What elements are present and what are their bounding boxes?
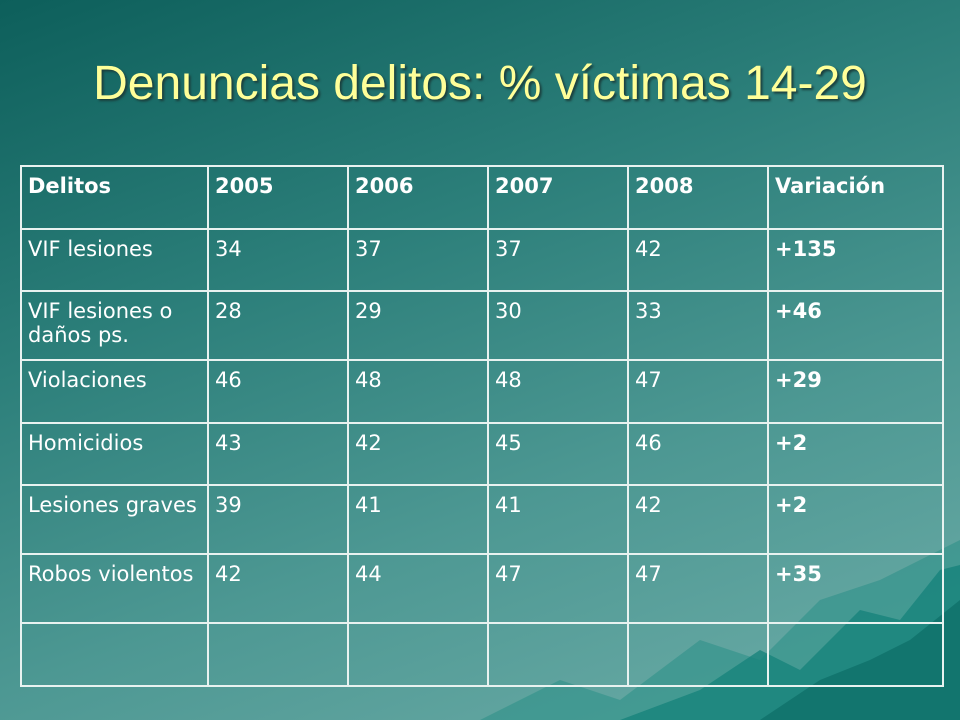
table-row: Violaciones 46 48 48 47 +29	[20, 359, 944, 424]
header-2005: 2005	[207, 165, 349, 230]
table-row: VIF lesiones o daños ps. 28 29 30 33 +46	[20, 290, 944, 362]
cell-2007: 37	[487, 227, 629, 293]
crime-table: Delitos 2005 2006 2007 2008 Variación VI…	[20, 165, 944, 687]
cell-2005: 43	[207, 421, 349, 487]
cell-2008: 47	[627, 359, 769, 424]
cell-delito	[20, 622, 209, 687]
cell-2008: 42	[627, 227, 769, 293]
slide-title: Denuncias delitos: % víctimas 14-29	[93, 57, 867, 110]
cell-variacion	[767, 622, 944, 687]
table-header-row: Delitos 2005 2006 2007 2008 Variación	[20, 165, 944, 230]
cell-delito: VIF lesiones o daños ps.	[20, 290, 209, 362]
cell-delito: Violaciones	[20, 359, 209, 424]
header-2006: 2006	[347, 165, 489, 230]
cell-delito: Homicidios	[20, 421, 209, 487]
cell-2006	[347, 622, 489, 687]
cell-2007: 47	[487, 553, 629, 625]
cell-2006: 37	[347, 227, 489, 293]
cell-2005: 46	[207, 359, 349, 424]
cell-2006: 44	[347, 553, 489, 625]
cell-2005: 34	[207, 227, 349, 293]
cell-2006: 29	[347, 290, 489, 362]
header-variacion: Variación	[767, 165, 944, 230]
cell-2007: 41	[487, 484, 629, 556]
table-row: VIF lesiones 34 37 37 42 +135	[20, 227, 944, 293]
cell-2005: 42	[207, 553, 349, 625]
cell-variacion: +35	[767, 553, 944, 625]
cell-2007: 48	[487, 359, 629, 424]
cell-variacion: +135	[767, 227, 944, 293]
header-2008: 2008	[627, 165, 769, 230]
table-row: Lesiones graves 39 41 41 42 +2	[20, 484, 944, 556]
cell-variacion: +29	[767, 359, 944, 424]
cell-2007	[487, 622, 629, 687]
cell-2008: 46	[627, 421, 769, 487]
table-row: Homicidios 43 42 45 46 +2	[20, 421, 944, 487]
cell-2006: 48	[347, 359, 489, 424]
header-2007: 2007	[487, 165, 629, 230]
cell-variacion: +46	[767, 290, 944, 362]
cell-2008	[627, 622, 769, 687]
cell-delito: Robos violentos	[20, 553, 209, 625]
cell-2005	[207, 622, 349, 687]
cell-2008: 42	[627, 484, 769, 556]
table-row-empty	[20, 622, 944, 687]
cell-variacion: +2	[767, 484, 944, 556]
cell-2005: 28	[207, 290, 349, 362]
table-row: Robos violentos 42 44 47 47 +35	[20, 553, 944, 625]
cell-2006: 42	[347, 421, 489, 487]
cell-variacion: +2	[767, 421, 944, 487]
cell-2008: 47	[627, 553, 769, 625]
header-delitos: Delitos	[20, 165, 209, 230]
cell-2007: 45	[487, 421, 629, 487]
cell-2006: 41	[347, 484, 489, 556]
cell-2007: 30	[487, 290, 629, 362]
cell-delito: Lesiones graves	[20, 484, 209, 556]
cell-2008: 33	[627, 290, 769, 362]
cell-2005: 39	[207, 484, 349, 556]
cell-delito: VIF lesiones	[20, 227, 209, 293]
